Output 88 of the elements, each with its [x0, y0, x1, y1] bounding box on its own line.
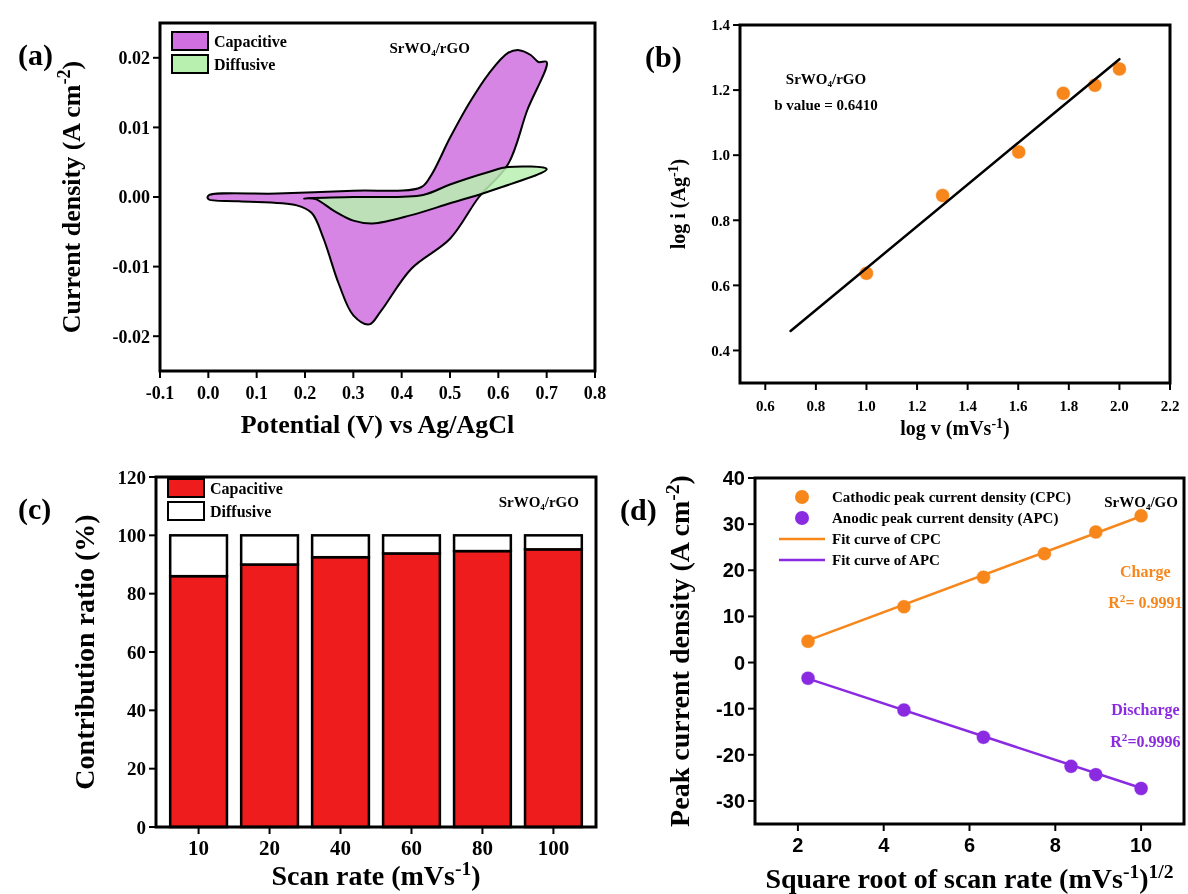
x-axis-title: log v (mVs$^{-1}$) [900, 415, 1010, 440]
x-tick-label: 1.0 [857, 398, 876, 414]
x-tick-label: 60 [400, 836, 422, 860]
x-tick-label: 1.6 [1008, 398, 1029, 414]
text: (a) [18, 38, 53, 72]
x-tick-label: 0.0 [197, 383, 220, 403]
y-tick-label: 0.00 [118, 187, 150, 208]
y-tick-label: 80 [127, 583, 146, 605]
text: (b) [645, 40, 682, 74]
y-tick-label: 1.2 [711, 82, 730, 99]
annotation: R$^{2}$=0.9996 [1110, 730, 1181, 750]
legend-label: Diffusive [214, 55, 276, 73]
x-tick-label: 0.2 [293, 383, 317, 403]
x-tick-label: -0.1 [145, 383, 175, 403]
point [935, 188, 951, 204]
x-tick-label: 2.0 [1110, 398, 1129, 414]
y-tick-label: -10 [716, 697, 745, 720]
y-tick-label: 0.4 [711, 342, 731, 359]
x-tick-label: 1.8 [1059, 398, 1079, 414]
y-tick-label: 0.8 [711, 212, 730, 229]
x-tick-label: 1.2 [907, 398, 927, 414]
x-tick-label: 4 [878, 834, 891, 856]
x-tick-label: 0.5 [438, 383, 462, 403]
x-tick-label: 80 [471, 836, 493, 860]
x-tick-label: 0.8 [806, 398, 826, 414]
x-tick-label: 1.4 [958, 398, 978, 414]
point [1111, 61, 1127, 77]
y-tick-label: 40 [127, 699, 146, 721]
x-axis-title: Scan rate (mVs$^{-1}$) [271, 857, 481, 891]
x-tick-label: 0.3 [342, 383, 365, 403]
annotation: SrWO₄/GO [1104, 494, 1178, 511]
annotation: SrWO₄/rGO [389, 39, 470, 56]
x-tick-label: 40 [330, 836, 352, 860]
y-tick-label: 10 [722, 605, 745, 628]
annotation: Charge [1120, 563, 1171, 582]
legend-label: Fit curve of CPC [832, 531, 941, 548]
y-tick-label: 30 [722, 513, 745, 536]
x-tick-label: 8 [1049, 834, 1061, 856]
y-tick-label: 0 [136, 816, 146, 838]
x-tick-label: 0.7 [535, 383, 558, 403]
x-axis-title: Square root of scan rate (mVs$^{-1}$)$^{1/2}$ [765, 860, 1174, 894]
text: (d) [620, 493, 657, 527]
x-tick-label: 0.6 [487, 383, 510, 403]
y-tick-label: -0.01 [112, 256, 150, 277]
y-tick-label: 1.4 [711, 17, 731, 34]
legend-label: Capacitive [214, 32, 287, 51]
x-tick-label: 2.2 [1160, 398, 1180, 414]
x-tick-label: 0.6 [755, 398, 776, 414]
y-tick-label: 0.01 [118, 117, 150, 138]
x-tick-label: 20 [259, 836, 281, 860]
x-tick-label: 0.1 [245, 383, 268, 403]
y-tick-label: 40 [722, 467, 745, 489]
y-tick-label: 60 [127, 641, 146, 663]
point [1055, 85, 1071, 101]
x-tick-label: 6 [963, 834, 976, 856]
annotation: SrWO₄/rGO [785, 70, 867, 87]
x-axis-title: Potential (V) vs Ag/AgCl [240, 410, 515, 439]
x-tick-label: 100 [537, 836, 570, 860]
annotation: SrWO₄/rGO [498, 493, 579, 510]
x-tick-label: 2 [792, 834, 804, 856]
y-tick-label: 20 [722, 559, 745, 582]
y-tick-label: -0.02 [112, 326, 150, 347]
x-tick-label: 0.8 [583, 383, 607, 403]
point [800, 670, 816, 686]
legend-label: Capacitive [210, 479, 283, 498]
x-tick-label: 0.4 [390, 383, 413, 403]
y-tick-label: -20 [716, 743, 745, 766]
legend-label: Fit curve of APC [832, 552, 940, 569]
legend-label: Diffusive [210, 502, 272, 520]
legend-label: Anodic peak current density (APC) [832, 510, 1059, 528]
text: (c) [18, 492, 52, 526]
legend-label: Cathodic peak current density (CPC) [832, 489, 1071, 507]
point [1133, 780, 1149, 796]
y-tick-label: 1.0 [711, 147, 730, 164]
x-tick-label: 10 [1129, 834, 1153, 856]
y-axis-title: Contribution ratio (%) [69, 514, 100, 790]
annotation: R$^{2}$= 0.9991 [1108, 592, 1183, 612]
y-tick-label: 120 [117, 466, 146, 488]
y-tick-label: 20 [127, 758, 146, 780]
y-tick-label: 0.6 [711, 277, 731, 294]
annotation: Discharge [1111, 701, 1180, 720]
y-tick-label: 100 [117, 524, 146, 546]
y-tick-label: 0.02 [118, 48, 150, 69]
y-tick-label: -30 [716, 789, 745, 812]
x-tick-label: 10 [188, 836, 210, 860]
point [1011, 144, 1027, 160]
y-tick-label: 0 [733, 651, 745, 674]
annotation: b value = 0.6410 [774, 96, 878, 113]
